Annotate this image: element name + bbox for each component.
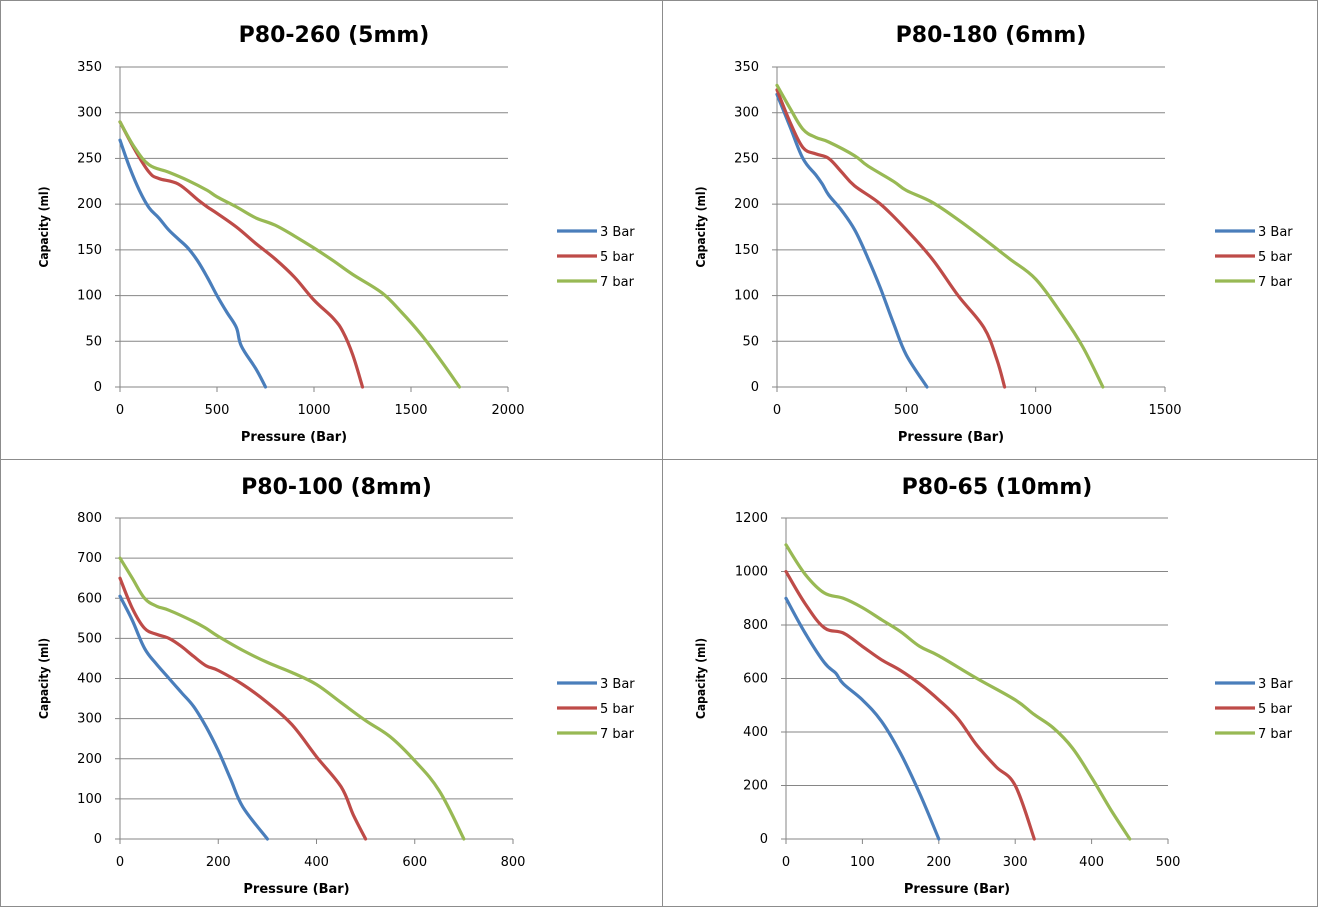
legend-label-5-bar: 5 bar bbox=[600, 250, 635, 265]
y-tick-label: 150 bbox=[77, 243, 102, 258]
x-axis-label: Pressure (Bar) bbox=[898, 430, 1004, 445]
y-tick-label: 0 bbox=[760, 832, 768, 847]
legend-label-7-bar: 7 bar bbox=[600, 727, 635, 742]
legend-label-3-bar: 3 Bar bbox=[600, 225, 635, 240]
chart-p80-100: P80-100 (8mm) 0 100 200 300 400 500 600 700 800 0 2… bbox=[0, 460, 663, 907]
x-tick-label: 1000 bbox=[297, 403, 330, 418]
x-tick-label: 200 bbox=[206, 855, 231, 870]
series-line-7-bar bbox=[784, 543, 1132, 841]
series-line-3-bar bbox=[784, 596, 941, 841]
series-line-5-bar bbox=[118, 576, 368, 841]
y-axis-label: Capacity (ml) bbox=[37, 638, 51, 719]
y-tick-label: 200 bbox=[77, 197, 102, 212]
legend-label-3-bar: 3 Bar bbox=[1258, 677, 1293, 692]
y-tick-label: 400 bbox=[77, 672, 102, 687]
legend-label-5-bar: 5 bar bbox=[1258, 702, 1293, 717]
chart-title: P80-180 (6mm) bbox=[896, 23, 1087, 48]
x-tick-label: 1500 bbox=[1148, 403, 1181, 418]
x-tick-label: 2000 bbox=[491, 403, 524, 418]
y-tick-label: 100 bbox=[77, 289, 102, 304]
x-tick-label: 800 bbox=[501, 855, 526, 870]
x-tick-label: 400 bbox=[1079, 855, 1104, 870]
series-line-3-bar bbox=[118, 138, 268, 389]
chart-p80-65: P80-65 (10mm) 0 200 400 600 800 1000 1200 0 100 20… bbox=[663, 460, 1318, 907]
x-axis-label: Pressure (Bar) bbox=[243, 882, 349, 897]
chart-p80-180: P80-180 (6mm) 0 50 100 150 200 250 300 350 0 500 10… bbox=[663, 0, 1318, 460]
x-tick-label: 1500 bbox=[394, 403, 427, 418]
x-tick-label: 500 bbox=[1156, 855, 1181, 870]
x-tick-label: 400 bbox=[304, 855, 329, 870]
divider-horizontal bbox=[0, 459, 1318, 460]
x-tick-label: 500 bbox=[205, 403, 230, 418]
y-tick-label: 300 bbox=[734, 106, 759, 121]
y-tick-label: 200 bbox=[77, 752, 102, 767]
legend-label-7-bar: 7 bar bbox=[600, 275, 635, 290]
y-tick-label: 0 bbox=[94, 832, 102, 847]
chart-svg-2: P80-100 (8mm) 0 100 200 300 400 500 600 700 800 0 2… bbox=[37, 475, 635, 897]
legend-label-3-bar: 3 Bar bbox=[1258, 225, 1293, 240]
series-line-3-bar bbox=[775, 92, 929, 389]
chart-svg-3: P80-65 (10mm) 0 200 400 600 800 1000 1200 0 100 20… bbox=[694, 475, 1293, 897]
series-line-7-bar bbox=[775, 83, 1105, 389]
legend-label-7-bar: 7 bar bbox=[1258, 727, 1293, 742]
x-tick-label: 0 bbox=[782, 855, 790, 870]
y-tick-label: 1200 bbox=[735, 511, 768, 526]
x-tick-label: 0 bbox=[116, 403, 124, 418]
chart-svg-1: P80-180 (6mm) 0 50 100 150 200 250 300 350 0 500 10… bbox=[694, 23, 1293, 445]
x-tick-label: 300 bbox=[1003, 855, 1028, 870]
x-axis-label: Pressure (Bar) bbox=[241, 430, 347, 445]
y-tick-label: 500 bbox=[77, 631, 102, 646]
y-tick-label: 0 bbox=[94, 380, 102, 395]
y-tick-label: 300 bbox=[77, 712, 102, 727]
x-tick-label: 500 bbox=[894, 403, 919, 418]
y-axis-label: Capacity (ml) bbox=[37, 186, 51, 267]
y-tick-label: 150 bbox=[734, 243, 759, 258]
y-axis-label: Capacity (ml) bbox=[694, 638, 708, 719]
chart-title: P80-100 (8mm) bbox=[241, 475, 432, 500]
series-line-5-bar bbox=[118, 120, 365, 389]
series-line-5-bar bbox=[775, 88, 1007, 389]
y-tick-label: 0 bbox=[751, 380, 759, 395]
series-line-3-bar bbox=[118, 594, 269, 841]
y-tick-label: 350 bbox=[734, 60, 759, 75]
y-tick-label: 600 bbox=[77, 591, 102, 606]
y-tick-label: 1000 bbox=[735, 565, 768, 580]
y-tick-label: 700 bbox=[77, 551, 102, 566]
legend-label-5-bar: 5 bar bbox=[1258, 250, 1293, 265]
y-tick-label: 50 bbox=[85, 334, 102, 349]
y-tick-label: 350 bbox=[77, 60, 102, 75]
y-tick-label: 400 bbox=[743, 725, 768, 740]
series-line-5-bar bbox=[784, 569, 1036, 841]
y-tick-label: 600 bbox=[743, 672, 768, 687]
y-tick-label: 250 bbox=[77, 151, 102, 166]
x-axis-label: Pressure (Bar) bbox=[904, 882, 1010, 897]
x-tick-label: 0 bbox=[773, 403, 781, 418]
y-tick-label: 800 bbox=[743, 618, 768, 633]
y-tick-label: 800 bbox=[77, 511, 102, 526]
legend-label-3-bar: 3 Bar bbox=[600, 677, 635, 692]
y-tick-label: 250 bbox=[734, 151, 759, 166]
x-tick-label: 1000 bbox=[1019, 403, 1052, 418]
legend-label-5-bar: 5 bar bbox=[600, 702, 635, 717]
chart-p80-260: P80-260 (5mm) 0 50 100 150 200 250 300 350 0 500 10… bbox=[0, 0, 663, 460]
x-tick-label: 200 bbox=[926, 855, 951, 870]
series-line-7-bar bbox=[118, 556, 466, 841]
y-tick-label: 200 bbox=[743, 779, 768, 794]
divider-vertical bbox=[662, 0, 663, 907]
y-tick-label: 300 bbox=[77, 106, 102, 121]
x-tick-label: 100 bbox=[850, 855, 875, 870]
y-tick-label: 100 bbox=[77, 792, 102, 807]
legend-label-7-bar: 7 bar bbox=[1258, 275, 1293, 290]
x-tick-label: 0 bbox=[116, 855, 124, 870]
series-line-7-bar bbox=[118, 120, 462, 389]
y-tick-label: 100 bbox=[734, 289, 759, 304]
y-tick-label: 200 bbox=[734, 197, 759, 212]
y-tick-label: 50 bbox=[742, 334, 759, 349]
chart-svg-0: P80-260 (5mm) 0 50 100 150 200 250 300 350 0 500 10… bbox=[37, 23, 635, 445]
x-tick-label: 600 bbox=[402, 855, 427, 870]
y-axis-label: Capacity (ml) bbox=[694, 186, 708, 267]
chart-title: P80-65 (10mm) bbox=[902, 475, 1093, 500]
chart-title: P80-260 (5mm) bbox=[239, 23, 430, 48]
